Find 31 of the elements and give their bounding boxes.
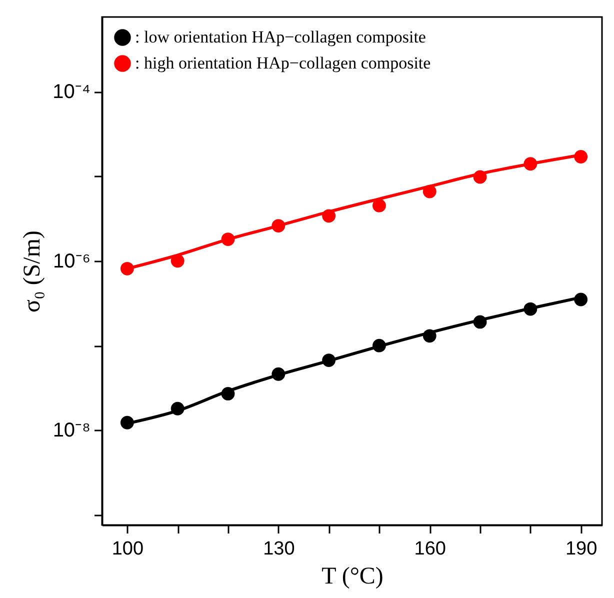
point (574, 150, 588, 164)
y-axis-title: σ₀ (S/m) (20, 230, 46, 312)
point (221, 387, 235, 400)
point (524, 302, 538, 316)
point (473, 170, 487, 184)
x-tick-label: 160 (414, 538, 446, 560)
point (473, 315, 487, 329)
point (120, 416, 134, 430)
legend-label: : high orientation HAp−collagen composite (135, 54, 431, 72)
y-tick-label: 10⁻⁶ (53, 250, 90, 272)
point (120, 262, 134, 276)
point (422, 184, 436, 198)
legend-label: : low orientation HAp−collagen composite (135, 28, 426, 46)
y-tick-label: 10⁻⁸ (52, 420, 90, 442)
x-tick-label: 130 (263, 538, 295, 560)
point (322, 209, 336, 223)
point (170, 402, 184, 416)
point (372, 198, 386, 212)
point (272, 219, 286, 232)
x-tick-label: 190 (565, 538, 598, 560)
y-tick-label: 10⁻⁴ (52, 81, 90, 104)
x-tick-label: 100 (112, 538, 144, 560)
point (221, 232, 235, 246)
point (272, 367, 286, 381)
point (372, 338, 386, 352)
x-axis-title: T (°C) (322, 564, 384, 590)
point (524, 157, 538, 171)
point (170, 254, 184, 268)
point (422, 329, 436, 343)
point (322, 354, 336, 367)
point (574, 292, 588, 306)
